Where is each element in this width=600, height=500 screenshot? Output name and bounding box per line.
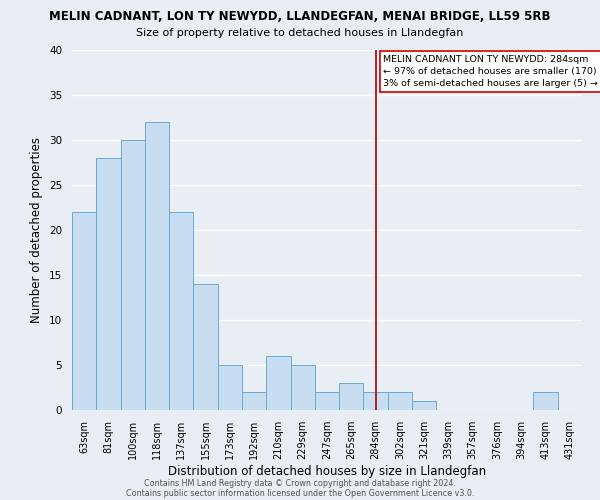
- Y-axis label: Number of detached properties: Number of detached properties: [31, 137, 43, 323]
- Bar: [339, 383, 364, 410]
- Text: Contains HM Land Registry data © Crown copyright and database right 2024.: Contains HM Land Registry data © Crown c…: [144, 478, 456, 488]
- Bar: [96, 158, 121, 410]
- Bar: [266, 356, 290, 410]
- Bar: [412, 401, 436, 410]
- Bar: [388, 392, 412, 410]
- Bar: [364, 392, 388, 410]
- Bar: [218, 365, 242, 410]
- Bar: [242, 392, 266, 410]
- Bar: [315, 392, 339, 410]
- Bar: [72, 212, 96, 410]
- Text: MELIN CADNANT, LON TY NEWYDD, LLANDEGFAN, MENAI BRIDGE, LL59 5RB: MELIN CADNANT, LON TY NEWYDD, LLANDEGFAN…: [49, 10, 551, 23]
- Text: Size of property relative to detached houses in Llandegfan: Size of property relative to detached ho…: [136, 28, 464, 38]
- Bar: [121, 140, 145, 410]
- X-axis label: Distribution of detached houses by size in Llandegfan: Distribution of detached houses by size …: [168, 464, 486, 477]
- Bar: [169, 212, 193, 410]
- Bar: [290, 365, 315, 410]
- Bar: [145, 122, 169, 410]
- Bar: [533, 392, 558, 410]
- Text: MELIN CADNANT LON TY NEWYDD: 284sqm
← 97% of detached houses are smaller (170)
3: MELIN CADNANT LON TY NEWYDD: 284sqm ← 97…: [383, 54, 598, 88]
- Bar: [193, 284, 218, 410]
- Text: Contains public sector information licensed under the Open Government Licence v3: Contains public sector information licen…: [126, 488, 474, 498]
